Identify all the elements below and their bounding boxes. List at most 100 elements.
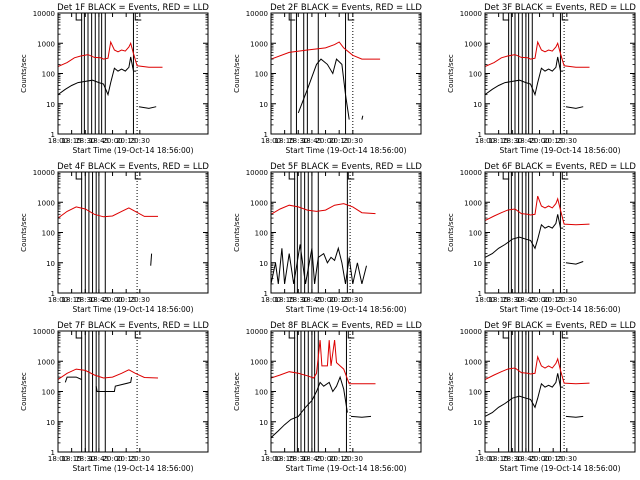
y-tick-label: 100 (469, 71, 482, 79)
y-axis-label: Counts/sec (20, 54, 28, 93)
y-tick-label: 10000 (33, 328, 55, 336)
events-series-line (297, 58, 350, 120)
slew-marker (561, 172, 569, 180)
x-tick-label: 18:15 (275, 296, 295, 304)
x-tick-label: 18:15 (275, 455, 295, 463)
x-tick-label: 20:00 (315, 137, 335, 145)
x-tick-label: 20:00 (529, 137, 549, 145)
y-tick-label: 100 (255, 389, 268, 397)
x-tick-label: 20:00 (102, 296, 122, 304)
events-series-line (485, 56, 564, 97)
y-tick-label: 10000 (460, 169, 482, 177)
events-series-line (58, 56, 137, 97)
x-tick-label: 20:00 (529, 455, 549, 463)
plot-area (58, 331, 159, 452)
slew-marker (502, 13, 510, 21)
panel: Det 2F BLACK = Events, RED = LLD Start Ti… (233, 3, 422, 155)
x-tick-label: 18:00 (48, 296, 68, 304)
x-tick-label: 18:30 (288, 296, 308, 304)
y-tick-label: 1000 (250, 199, 268, 207)
x-tick-label: 18:00 (48, 455, 68, 463)
y-tick-label: 1000 (37, 199, 55, 207)
slew-marker (75, 172, 83, 180)
x-tick-label: 20:15 (116, 455, 136, 463)
panel-title: Det 3F BLACK = Events, RED = LLD (484, 3, 636, 13)
y-tick-label: 10 (259, 419, 268, 427)
x-tick-label: 18:45 (89, 137, 109, 145)
x-tick-label: 18:30 (502, 137, 522, 145)
panel: Det 8F BLACK = Events, RED = LLD Start Ti… (233, 321, 422, 473)
panel-title: Det 2F BLACK = Events, RED = LLD (270, 3, 422, 13)
x-tick-label: 18:15 (275, 137, 295, 145)
x-tick-label: 18:30 (502, 296, 522, 304)
x-tick-label: 18:45 (302, 137, 322, 145)
events-tail-line (150, 253, 153, 266)
y-tick-label: 1000 (464, 199, 482, 207)
events-tail-line (95, 377, 133, 392)
panel-title: Det 9F BLACK = Events, RED = LLD (484, 321, 636, 331)
x-tick-label: 20:30 (343, 296, 363, 304)
x-tick-label: 20:00 (102, 137, 122, 145)
y-tick-label: 100 (255, 230, 268, 238)
x-tick-label: 18:30 (288, 455, 308, 463)
y-axis-label: Counts/sec (447, 213, 455, 252)
events-tail-line (361, 115, 364, 120)
panel: Det 3F BLACK = Events, RED = LLD Start Ti… (447, 3, 636, 155)
y-tick-label: 1000 (37, 358, 55, 366)
y-tick-label: 100 (469, 230, 482, 238)
x-tick-label: 20:15 (329, 296, 349, 304)
plot-area (58, 172, 158, 293)
y-axis-label: Counts/sec (20, 213, 28, 252)
plot-frame (57, 171, 209, 294)
x-tick-label: 20:30 (557, 296, 577, 304)
slew-marker (288, 172, 296, 180)
y-tick-label: 10 (46, 419, 55, 427)
slew-marker (502, 172, 510, 180)
x-axis-label: Start Time (19-Oct-14 18:56:00) (72, 305, 193, 314)
x-tick-label: 20:00 (315, 455, 335, 463)
lld-series-line (58, 368, 159, 380)
x-tick-label: 18:00 (261, 455, 281, 463)
x-tick-label: 20:30 (130, 137, 150, 145)
panel: Det 1F BLACK = Events, RED = LLD Start Ti… (20, 3, 209, 155)
x-tick-label: 18:00 (475, 296, 495, 304)
panel-title: Det 6F BLACK = Events, RED = LLD (484, 162, 636, 172)
x-axis-label: Start Time (19-Oct-14 18:56:00) (72, 146, 193, 155)
events-series-line (485, 373, 564, 417)
y-tick-label: 100 (42, 230, 55, 238)
x-tick-label: 20:30 (130, 296, 150, 304)
y-tick-label: 1 (264, 131, 268, 139)
lld-series-line (271, 203, 376, 215)
slew-marker (75, 331, 83, 339)
y-tick-label: 1 (478, 290, 482, 298)
y-tick-label: 10 (46, 101, 55, 109)
lld-series-line (485, 195, 590, 226)
plot-area (271, 13, 381, 134)
x-tick-label: 20:30 (130, 455, 150, 463)
x-tick-label: 18:15 (62, 137, 82, 145)
y-tick-label: 1 (478, 131, 482, 139)
x-tick-label: 18:30 (75, 296, 95, 304)
y-tick-label: 10000 (246, 169, 268, 177)
panel-title: Det 1F BLACK = Events, RED = LLD (57, 3, 209, 13)
slew-marker (134, 331, 142, 339)
events-tail-line (138, 106, 157, 109)
x-tick-label: 18:30 (502, 455, 522, 463)
plot-area (485, 331, 590, 452)
panel-title: Det 4F BLACK = Events, RED = LLD (57, 162, 209, 172)
y-tick-label: 1 (51, 290, 55, 298)
y-tick-label: 1000 (250, 358, 268, 366)
x-axis-label: Start Time (19-Oct-14 18:56:00) (499, 146, 620, 155)
x-tick-label: 20:00 (529, 296, 549, 304)
y-axis-label: Counts/sec (233, 213, 241, 252)
panel: Det 6F BLACK = Events, RED = LLD Start Ti… (447, 162, 636, 314)
x-tick-label: 20:15 (543, 455, 563, 463)
x-tick-label: 20:30 (343, 455, 363, 463)
plot-area (58, 13, 163, 134)
events-tail-line (565, 261, 584, 265)
x-tick-label: 18:30 (75, 455, 95, 463)
x-tick-label: 18:15 (489, 137, 509, 145)
x-tick-label: 20:00 (102, 455, 122, 463)
y-axis-label: Counts/sec (233, 372, 241, 411)
panel: Det 9F BLACK = Events, RED = LLD Start Ti… (447, 321, 636, 473)
